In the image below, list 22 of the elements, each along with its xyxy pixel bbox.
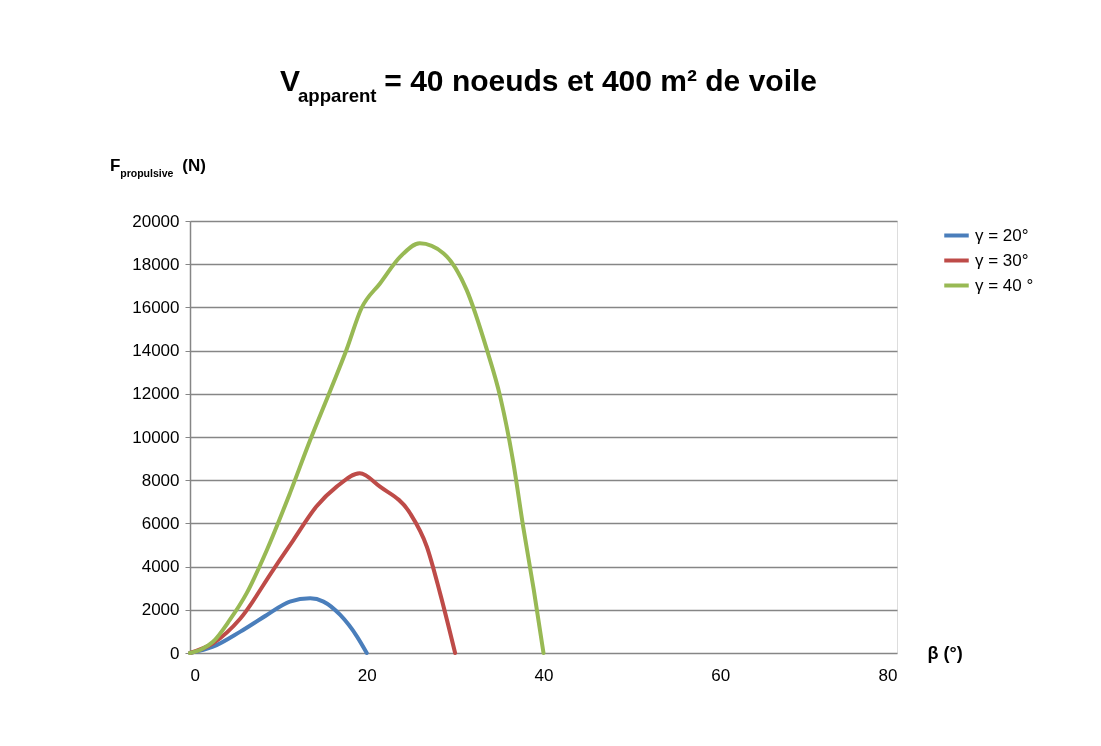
y-tick-label: 16000 [132, 297, 180, 317]
x-tick-label: 80 [878, 665, 898, 685]
y-tick-label: 18000 [132, 254, 180, 274]
legend-label: γ = 20° [975, 225, 1029, 245]
y-tick-label: 2000 [141, 600, 180, 620]
y-tick-label: 14000 [132, 341, 180, 361]
line-series [188, 471, 458, 655]
x-axis-title: β (°) [927, 642, 963, 663]
y-tick-label: 20000 [132, 211, 180, 231]
y-tick-label: 0 [170, 643, 180, 663]
x-tick-label: 20 [357, 665, 377, 685]
x-tick-label: 60 [711, 665, 731, 685]
y-tick-label: 8000 [141, 470, 180, 490]
y-tick-label: 12000 [132, 384, 180, 404]
legend-label: γ = 40 ° [975, 275, 1034, 295]
y-tick-label: 10000 [132, 427, 180, 447]
y-tick-label: 4000 [141, 557, 180, 577]
y-tick-label: 6000 [141, 513, 180, 533]
x-tick-label: 40 [534, 665, 554, 685]
legend-label: γ = 30° [975, 250, 1029, 270]
line-series [188, 241, 546, 655]
x-tick-label: 0 [190, 665, 200, 685]
